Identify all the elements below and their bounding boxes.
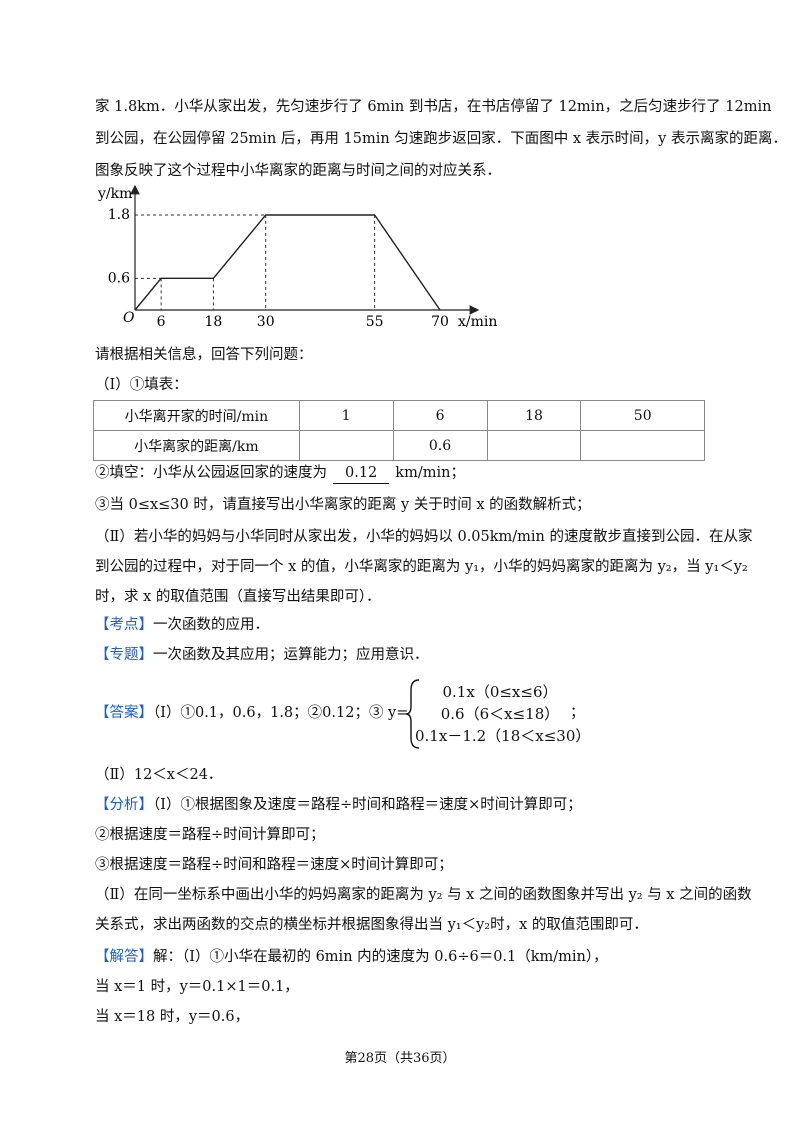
q3: ③当 0≤x≤30 时，请直接写出小华离家的距离 y 关于时间 x 的函数解析式… (95, 497, 591, 513)
prompt: 请根据相关信息，回答下列问题： (95, 347, 313, 363)
label: 【答案】 (95, 705, 153, 721)
part2-line: 时，求 x 的取值范围（直接写出结果即可）． (95, 589, 381, 605)
label: 【专题】 (95, 647, 153, 663)
answer: 【答案】（Ⅰ）①0.1，0.6，1.8；②0.12；③ y= (95, 703, 408, 723)
text: 一次函数及其应用；运算能力；应用意识． (153, 647, 429, 663)
case: 0.6（6＜x≤18） (440, 705, 560, 723)
y-tick-label: 0.6 (108, 270, 130, 286)
x-tick-label: 18 (205, 314, 223, 330)
analysis-line: （Ⅱ）在同一坐标系中画出小华的妈妈离家的距离为 y₂ 与 x 之间的函数图象并写… (95, 887, 752, 903)
text: 解：（Ⅰ）①小华在最初的 6min 内的速度为 0.6÷6＝0.1（km/min… (153, 949, 608, 965)
text: （Ⅰ）①0.1，0.6，1.8；②0.12；③ y= (153, 705, 409, 721)
kaodian: 【考点】一次函数的应用． (95, 615, 269, 635)
table-row: 小华离开家的时间/min 1 6 18 50 (93, 400, 705, 431)
text: （Ⅰ）①根据图象及速度＝路程÷时间和路程＝速度×时间计算即可； (153, 797, 582, 813)
blank: 0.12 (333, 463, 390, 484)
text: ②填空：小华从公园返回家的速度为 (95, 465, 327, 481)
answer-tail: ； (570, 705, 585, 721)
origin-label: O (123, 310, 135, 326)
table-cell: 0.6 (392, 430, 488, 461)
x-tick-label: 55 (366, 314, 384, 330)
analysis-line: ②根据速度＝路程÷时间计算即可； (95, 827, 325, 843)
table-row: 小华离家的距离/km 0.6 (93, 430, 705, 461)
part1: （Ⅰ）①填表： (95, 377, 188, 393)
part2-line: （Ⅱ）若小华的妈妈与小华同时从家出发，小华的妈妈以 0.05km/min 的速度… (95, 529, 753, 545)
intro-line: 到公园，在公园停留 25min 后，再用 15min 匀速跑步返回家．下面图中 … (95, 131, 787, 147)
case: 0.1x－1.2（18＜x≤30） (415, 727, 591, 745)
text: 一次函数的应用． (153, 617, 269, 633)
fill-line: ②填空：小华从公园返回家的速度为 0.12 km/min； (95, 463, 465, 484)
intro-line: 图象反映了这个过程中小华离家的距离与时间之间的对应关系． (95, 163, 501, 179)
figure: y/km x/min O 6 18 30 55 70 0.6 1.8 (97, 184, 497, 330)
label: 【解答】 (95, 949, 153, 965)
footer: 第28页（共36页） (344, 1051, 456, 1066)
part2-line: 到公园的过程中，对于同一个 x 的值，小华离家的距离为 y₁，小华的妈妈离家的距… (95, 559, 748, 575)
text: km/min； (395, 465, 465, 481)
label: 【分析】 (95, 797, 153, 813)
table-cell: 18 (486, 400, 582, 431)
analysis-line: ③根据速度＝路程÷时间和路程＝速度×时间计算即可； (95, 857, 453, 873)
fill-table: 小华离开家的时间/min 1 6 18 50 小华离家的距离/km 0.6 (93, 400, 705, 461)
case: 0.1x（0≤x≤6） (442, 683, 558, 701)
solution: 【解答】解：（Ⅰ）①小华在最初的 6min 内的速度为 0.6÷6＝0.1（km… (95, 947, 608, 967)
analysis-line: 关系式，求出两函数的交点的横坐标并根据图象得出当 y₁＜y₂时，x 的取值范围即… (95, 917, 648, 933)
analysis: 【分析】（Ⅰ）①根据图象及速度＝路程÷时间和路程＝速度×时间计算即可； (95, 795, 582, 815)
graph-line (134, 214, 441, 311)
x-tick-label: 30 (257, 314, 275, 330)
y-axis-label: y/km (97, 186, 132, 202)
x-tick-label: 70 (431, 314, 449, 330)
table-cell (298, 430, 394, 461)
answer-part2: （Ⅱ）12＜x＜24． (95, 767, 223, 783)
y-tick-label: 1.8 (108, 207, 130, 223)
table-cell: 1 (298, 400, 394, 431)
table-cell: 6 (392, 400, 488, 431)
zhuanti: 【专题】一次函数及其应用；运算能力；应用意识． (95, 645, 429, 665)
table-cell: 小华离开家的时间/min (93, 400, 300, 431)
brace (405, 679, 420, 749)
x-axis-label: x/min (458, 314, 497, 330)
table-cell: 小华离家的距离/km (93, 430, 300, 461)
table-cell (486, 430, 582, 461)
solution-line: 当 x＝18 时，y＝0.6， (95, 1009, 250, 1025)
intro-line: 家 1.8km．小华从家出发，先匀速步行了 6min 到书店，在书店停留了 12… (95, 99, 772, 115)
solution-line: 当 x＝1 时，y＝0.1×1＝0.1， (95, 979, 299, 995)
label: 【考点】 (95, 617, 153, 633)
x-tick-label: 6 (157, 314, 166, 330)
table-cell: 50 (580, 400, 705, 431)
table-cell (580, 430, 705, 461)
